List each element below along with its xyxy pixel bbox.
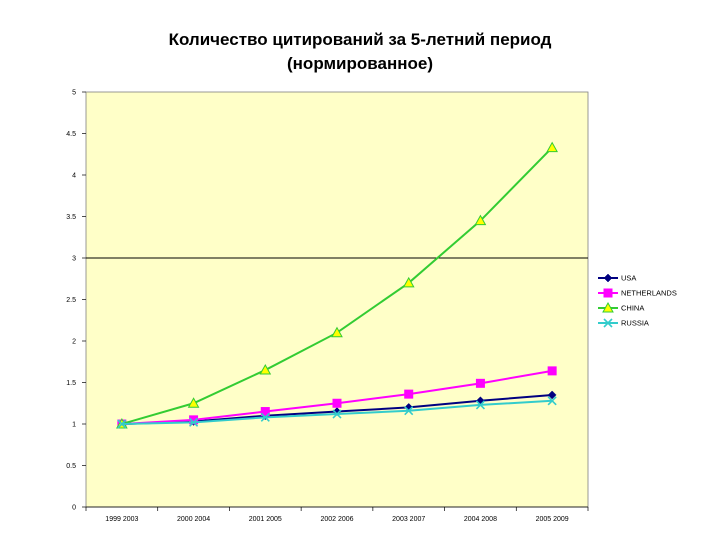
x-marker-stroke: [547, 396, 557, 406]
x-tick-label: 2005 2009: [536, 516, 569, 523]
x-tick-label: 2003 2007: [392, 516, 425, 523]
data-point-china: [259, 364, 272, 375]
legend-marker: [603, 318, 613, 328]
x-marker-stroke: [260, 412, 270, 422]
y-tick-label: 2.5: [66, 297, 76, 304]
legend-item-netherlands: NETHERLANDS: [598, 288, 677, 298]
y-tick-label: 4.5: [66, 131, 76, 138]
legend-label: NETHERLANDS: [621, 289, 677, 298]
legend-label: CHINA: [621, 304, 644, 313]
y-tick-label: 3: [72, 256, 76, 263]
data-point-china: [402, 276, 415, 288]
data-point-china: [331, 326, 343, 338]
x-marker-stroke: [603, 318, 613, 328]
data-point-netherlands: [189, 415, 199, 425]
data-point-china: [187, 397, 200, 408]
series-russia: [117, 396, 557, 429]
y-tick-label: 0.5: [66, 463, 76, 470]
data-point-russia: [404, 406, 414, 416]
y-tick-label: 5: [72, 90, 76, 97]
y-tick-label: 1: [72, 422, 76, 429]
chart-subtitle: (нормированное): [287, 54, 433, 73]
data-point-netherlands: [547, 366, 557, 376]
data-point-china: [546, 141, 558, 153]
x-marker-stroke: [404, 406, 414, 416]
series-china: [116, 141, 558, 429]
y-tick-label: 3.5: [66, 214, 76, 221]
y-tick-label: 1.5: [66, 380, 76, 387]
data-point-china: [474, 214, 487, 226]
plot-area: [85, 91, 589, 508]
data-point-russia: [117, 419, 127, 429]
legend-marker: [603, 288, 613, 298]
chart-title: Количество цитирований за 5-летний перио…: [168, 30, 552, 49]
data-point-russia: [475, 400, 485, 410]
legend-marker: [602, 301, 614, 313]
y-tick-label: 4: [72, 173, 76, 180]
legend-marker: [603, 273, 613, 283]
x-tick-label: 2001 2005: [249, 516, 282, 523]
y-tick-label: 2: [72, 339, 76, 346]
data-point-netherlands: [404, 389, 414, 399]
x-marker-stroke: [475, 400, 485, 410]
legend-item-china: CHINA: [598, 301, 644, 313]
x-tick-label: 2000 2004: [177, 516, 210, 523]
x-tick-label: 2004 2008: [464, 516, 497, 523]
x-tick-label: 2002 2006: [320, 516, 353, 523]
data-point-russia: [547, 396, 557, 406]
y-tick-label: 0: [72, 505, 76, 512]
data-point-russia: [260, 412, 270, 422]
legend-label: RUSSIA: [621, 319, 649, 328]
data-point-russia: [189, 417, 199, 427]
legend-item-usa: USA: [598, 274, 636, 283]
x-marker-stroke: [189, 417, 199, 427]
legend-label: USA: [621, 274, 636, 283]
x-marker-stroke: [117, 419, 127, 429]
x-marker-stroke: [332, 409, 342, 419]
data-point-russia: [332, 409, 342, 419]
data-point-netherlands: [332, 398, 342, 408]
data-point-usa: [547, 390, 557, 400]
data-point-netherlands: [260, 407, 270, 417]
data-point-netherlands: [475, 378, 485, 388]
x-tick-label: 1999 2003: [105, 516, 138, 523]
legend-item-russia: RUSSIA: [598, 318, 649, 328]
